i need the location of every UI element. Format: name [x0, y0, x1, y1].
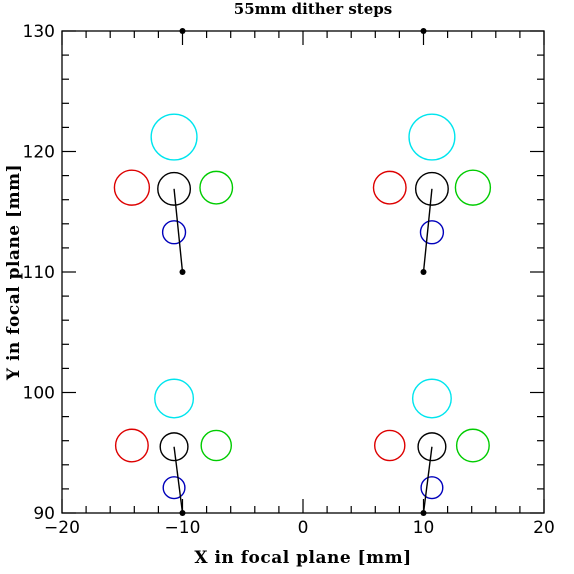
- dither-point: [179, 269, 186, 275]
- dither-point: [179, 28, 186, 34]
- center-circle: [417, 432, 447, 462]
- tick-labels: −20 −10 0 10 20 90 100 110 120 130: [23, 22, 555, 538]
- center-circle: [159, 432, 189, 462]
- y-tick-label: 110: [23, 263, 55, 283]
- right-circle: [199, 170, 234, 205]
- x-tick-label: 20: [533, 518, 555, 538]
- dither-segment: [173, 446, 184, 514]
- right-circle: [455, 428, 490, 463]
- y-axis-label: Y in focal plane [mm]: [4, 164, 24, 381]
- dither-point: [179, 510, 186, 516]
- y-tick-label: 130: [23, 22, 55, 42]
- up-circle: [408, 113, 456, 161]
- left-circle: [372, 170, 407, 205]
- center-circle: [157, 171, 192, 206]
- dither-point: [420, 510, 427, 516]
- dither-segment: [422, 188, 433, 273]
- y-tick-label: 90: [33, 504, 55, 524]
- down-circle: [419, 220, 445, 245]
- down-circle: [162, 476, 186, 500]
- plot-frame: [61, 30, 545, 514]
- left-circle: [113, 169, 151, 206]
- center-circle: [414, 171, 449, 206]
- up-circle: [411, 378, 452, 419]
- left-circle: [373, 429, 406, 462]
- left-circle: [114, 428, 149, 463]
- x-axis-label: X in focal plane [mm]: [194, 548, 411, 568]
- chart-title: 55mm dither steps: [234, 0, 392, 18]
- down-circle: [420, 476, 444, 500]
- right-circle: [200, 429, 233, 462]
- up-circle: [150, 113, 198, 161]
- axis-ticks: [61, 30, 545, 514]
- y-tick-label: 100: [23, 384, 55, 404]
- x-tick-label: −20: [44, 518, 80, 538]
- right-circle: [454, 169, 492, 206]
- dither-segment: [173, 188, 184, 273]
- dither-point: [420, 269, 427, 275]
- dither-segment: [422, 446, 433, 514]
- x-tick-label: −10: [165, 518, 201, 538]
- y-tick-label: 120: [23, 143, 55, 163]
- up-circle: [154, 378, 195, 419]
- down-circle: [161, 220, 187, 245]
- x-tick-label: 0: [298, 518, 309, 538]
- data-marks: [113, 28, 492, 516]
- x-tick-label: 10: [413, 518, 435, 538]
- dither-point: [420, 28, 427, 34]
